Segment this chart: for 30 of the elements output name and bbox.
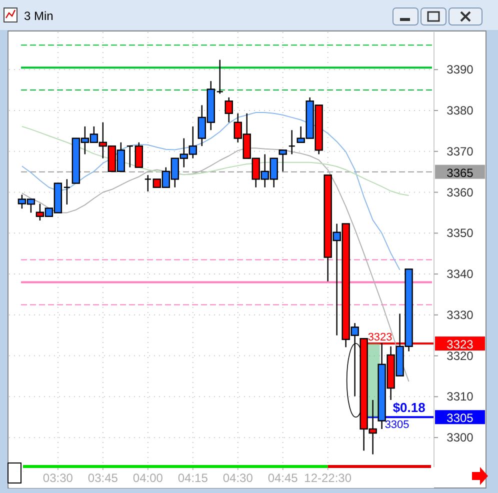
- x-tick-label: 12-22:30: [304, 471, 352, 485]
- y-tick-label: 3370: [446, 144, 474, 158]
- chart-title: 3 Min: [24, 9, 54, 23]
- annotation: 3323: [368, 332, 392, 344]
- candlestick: [278, 150, 287, 172]
- candlestick: [224, 96, 233, 123]
- y-tick-label: 3310: [446, 390, 474, 404]
- line-series: [21, 148, 410, 382]
- x-tick-label: 04:15: [178, 471, 208, 485]
- y-tick-label: 3380: [446, 103, 474, 118]
- x-tick-label: 03:30: [42, 471, 74, 485]
- ref-line-label: 3305: [446, 411, 474, 426]
- y-tick-label: 3360: [446, 185, 474, 200]
- line-series: [21, 126, 410, 196]
- ref-line-label: 3365: [446, 166, 474, 180]
- line-series: [21, 112, 400, 270]
- y-tick-label: 3390: [446, 62, 474, 77]
- y-tick-label: 3340: [446, 267, 474, 282]
- x-tick-label: 04:45: [268, 471, 298, 485]
- candlestick: [134, 142, 144, 168]
- y-tick-label: 3300: [446, 430, 474, 445]
- y-tick-label: 3350: [446, 226, 474, 240]
- x-tick-label: 03:45: [88, 471, 118, 485]
- x-tick-label: 04:00: [132, 471, 164, 485]
- annotation: $0.18: [392, 400, 426, 416]
- annotation: 3305: [384, 419, 410, 432]
- x-tick-label: 04:30: [222, 471, 254, 485]
- y-tick-label: 3330: [446, 308, 474, 322]
- candlestick: [216, 59, 224, 94]
- candlestick: [144, 174, 152, 192]
